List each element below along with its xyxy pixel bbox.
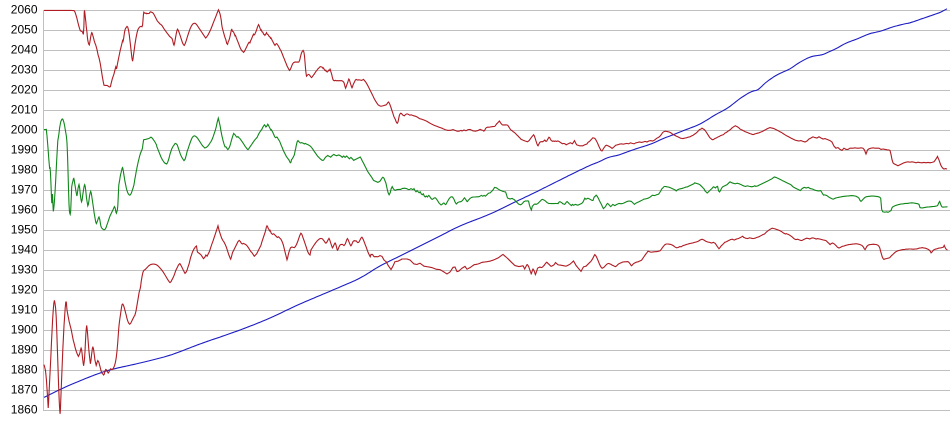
svg-text:1900: 1900 [11, 323, 38, 337]
svg-text:2030: 2030 [11, 63, 38, 77]
svg-text:2050: 2050 [11, 23, 38, 37]
svg-text:2010: 2010 [11, 103, 38, 117]
svg-text:2060: 2060 [11, 3, 38, 17]
svg-text:1890: 1890 [11, 343, 38, 357]
svg-text:1860: 1860 [11, 403, 38, 417]
svg-text:2000: 2000 [11, 123, 38, 137]
svg-text:1990: 1990 [11, 143, 38, 157]
svg-text:1980: 1980 [11, 163, 38, 177]
svg-text:1960: 1960 [11, 203, 38, 217]
svg-text:1920: 1920 [11, 283, 38, 297]
svg-text:2040: 2040 [11, 43, 38, 57]
svg-text:1940: 1940 [11, 243, 38, 257]
svg-text:2020: 2020 [11, 83, 38, 97]
svg-text:1870: 1870 [11, 383, 38, 397]
svg-text:1880: 1880 [11, 363, 38, 377]
svg-text:1930: 1930 [11, 263, 38, 277]
svg-text:1950: 1950 [11, 223, 38, 237]
svg-text:1910: 1910 [11, 303, 38, 317]
svg-text:1970: 1970 [11, 183, 38, 197]
